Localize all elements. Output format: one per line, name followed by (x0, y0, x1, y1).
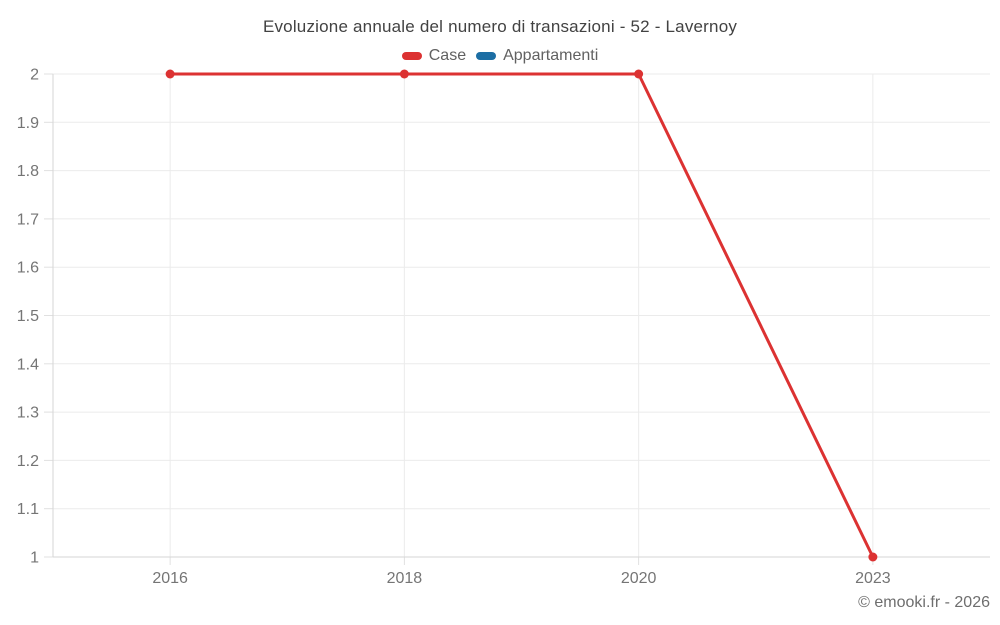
y-tick-label: 1.8 (17, 163, 39, 180)
x-tick-label: 2023 (855, 570, 891, 587)
legend-item-case[interactable]: Case (401, 47, 467, 65)
chart-title: Evoluzione annuale del numero di transaz… (262, 17, 738, 36)
y-tick-label: 1.7 (17, 211, 39, 228)
y-tick-label: 2 (30, 67, 39, 84)
y-tick-label: 1.5 (17, 308, 39, 325)
y-tick-label: 1.9 (17, 115, 39, 132)
y-tick-label: 1.3 (17, 405, 39, 422)
x-tick-label: 2016 (152, 570, 188, 587)
y-tick-label: 1 (30, 550, 39, 567)
appartamenti-series-swatch-icon (476, 52, 497, 60)
y-tick-label: 1.1 (17, 501, 39, 518)
data-point-case[interactable] (165, 69, 175, 79)
data-point-case[interactable] (399, 69, 409, 79)
y-tick-label: 1.4 (17, 356, 39, 373)
legend-item-appartamenti[interactable]: Appartamenti (476, 47, 598, 65)
legend-label-case: Case (428, 47, 467, 64)
x-tick-label: 2018 (387, 570, 423, 587)
data-point-case[interactable] (868, 552, 878, 562)
data-point-case[interactable] (634, 69, 644, 79)
legend: Case Appartamenti (0, 47, 1000, 65)
copyright-text: © emooki.fr - 2026 (858, 594, 990, 611)
case-series-swatch-icon (401, 52, 422, 60)
x-tick-label: 2020 (621, 570, 657, 587)
y-tick-label: 1.2 (17, 453, 39, 470)
legend-label-appartamenti: Appartamenti (503, 47, 599, 64)
y-tick-label: 1.6 (17, 260, 39, 277)
series-line-case (170, 72, 875, 558)
